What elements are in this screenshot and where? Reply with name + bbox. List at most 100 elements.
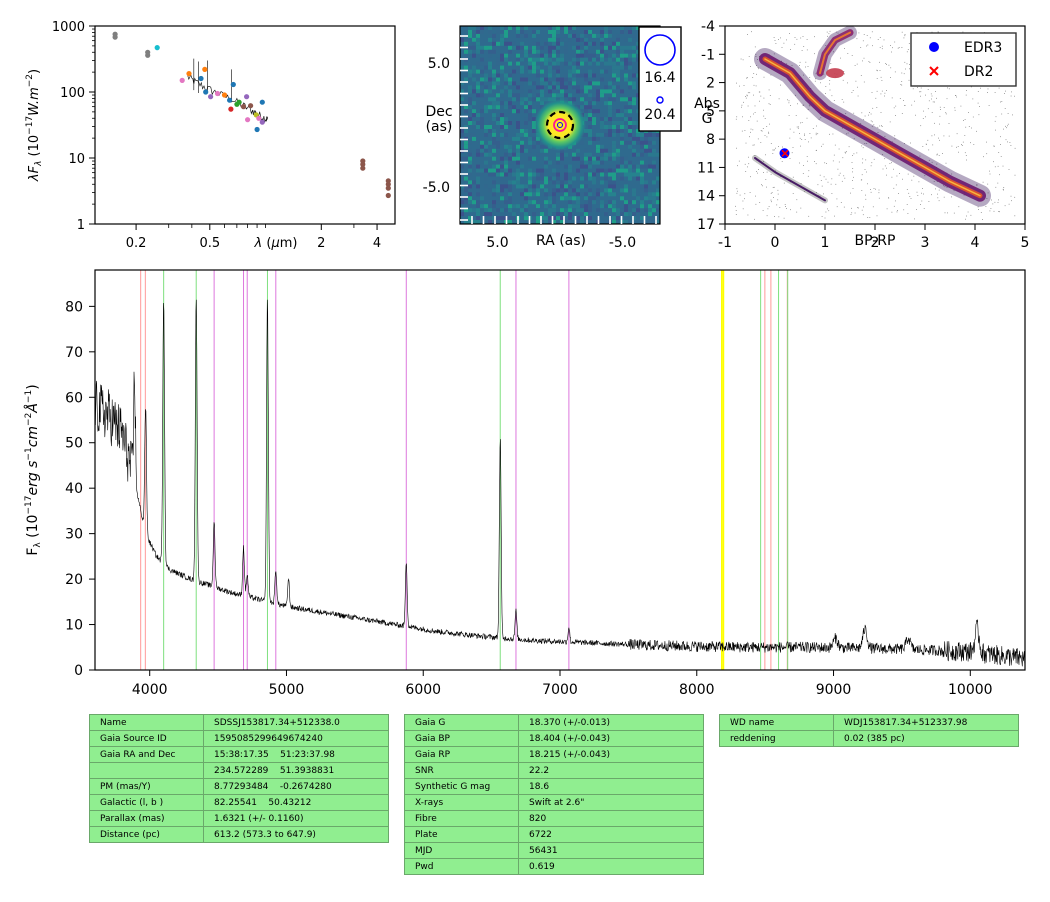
sky-noise-pixel (468, 164, 472, 169)
sed-point (248, 103, 254, 109)
hr-field-star (989, 173, 991, 175)
sky-noise-pixel (604, 125, 608, 129)
hr-field-star (862, 40, 864, 42)
hr-field-star (797, 127, 799, 129)
hr-field-star (863, 206, 864, 208)
hr-field-star (808, 141, 809, 143)
sed-point (240, 104, 247, 110)
hr-field-star (957, 146, 959, 147)
hr-field-star (991, 199, 992, 201)
hr-field-star (814, 53, 815, 55)
sky-noise-pixel (540, 61, 544, 66)
hr-field-star (789, 128, 791, 130)
sky-noise-pixel (472, 26, 476, 30)
sky-noise-pixel (612, 61, 616, 66)
sky-noise-pixel (524, 208, 528, 213)
sky-noise-pixel (488, 89, 492, 94)
image-xtick-label: -5.0 (609, 235, 636, 251)
hr-field-star (870, 113, 872, 115)
sky-noise-pixel (544, 180, 548, 185)
hr-field-star (735, 210, 737, 211)
hr-field-star (884, 158, 886, 160)
sky-noise-pixel (556, 188, 560, 193)
hr-field-star (1009, 142, 1011, 143)
hr-field-star (873, 158, 875, 160)
hr-field-star (770, 193, 772, 194)
sky-noise-pixel (464, 109, 468, 114)
sky-noise-pixel (504, 53, 508, 58)
hr-field-star (735, 118, 737, 120)
sky-noise-pixel (468, 121, 472, 125)
hr-field-star (829, 133, 830, 135)
sky-noise-pixel (500, 180, 504, 185)
sky-noise-pixel (528, 113, 532, 118)
table-row: Parallax (mas) 1.6321 (+/- 0.1160) (89, 810, 389, 827)
sky-noise-pixel (540, 101, 544, 106)
hr-field-star (942, 153, 943, 154)
table-row: Fibre 820 (404, 810, 704, 827)
sky-noise-pixel (552, 45, 556, 50)
sky-noise-pixel (516, 93, 520, 98)
spectrum-ytick-label: 50 (65, 436, 83, 452)
hr-field-star (936, 153, 938, 155)
sky-noise-pixel (548, 30, 552, 34)
hr-field-star (783, 217, 785, 219)
sky-noise-pixel (464, 140, 468, 145)
sky-noise-pixel (544, 220, 548, 224)
sky-noise-pixel (620, 172, 624, 177)
sky-noise-pixel (588, 172, 592, 177)
sky-noise-pixel (504, 85, 508, 90)
sky-noise-pixel (544, 53, 548, 58)
hr-field-star (867, 44, 869, 46)
sky-noise-pixel (560, 26, 564, 30)
sky-noise-pixel (592, 196, 596, 201)
sky-noise-pixel (568, 212, 572, 217)
sky-noise-pixel (604, 33, 608, 38)
sky-noise-pixel (520, 148, 524, 153)
sky-noise-pixel (616, 85, 620, 90)
sky-noise-pixel (620, 160, 624, 165)
hr-field-star (750, 131, 751, 133)
hr-field-star (825, 45, 827, 46)
sky-noise-pixel (480, 117, 484, 122)
sky-noise-pixel (552, 196, 556, 201)
sky-noise-pixel (524, 184, 528, 189)
sky-noise-pixel (512, 148, 516, 153)
hr-field-star (780, 37, 781, 39)
sky-noise-pixel (504, 152, 508, 157)
hr-field-star (1007, 113, 1009, 114)
sky-noise-pixel (564, 184, 568, 189)
sed-point (244, 94, 250, 100)
sky-noise-pixel (480, 140, 484, 145)
hr-field-star (857, 207, 859, 208)
sky-noise-pixel (600, 121, 604, 125)
sky-noise-pixel (460, 65, 464, 70)
sky-noise-pixel (656, 152, 660, 157)
sky-noise-pixel (616, 208, 620, 213)
hr-field-star (815, 150, 817, 151)
sky-noise-pixel (608, 77, 612, 82)
sky-noise-pixel (620, 65, 624, 70)
sky-noise-pixel (580, 57, 584, 62)
sky-noise-pixel (504, 160, 508, 165)
sky-noise-pixel (640, 144, 644, 149)
hr-field-star (851, 212, 853, 214)
sky-noise-pixel (540, 81, 544, 86)
sky-noise-pixel (588, 132, 592, 137)
hr-field-star (786, 39, 787, 41)
hr-field-star (878, 189, 880, 191)
hr-field-star (995, 186, 997, 188)
sky-noise-pixel (584, 129, 588, 133)
sky-noise-pixel (536, 168, 540, 173)
hr-field-star (842, 79, 844, 81)
sed-point (256, 115, 262, 121)
hr-field-star (871, 162, 873, 164)
hr-field-star (748, 163, 750, 165)
hr-field-star (758, 68, 759, 70)
sky-noise-pixel (580, 33, 584, 38)
sky-noise-pixel (588, 164, 592, 169)
sky-noise-pixel (628, 30, 632, 34)
table-key-cell: Pwd (404, 858, 519, 875)
hr-field-star (889, 121, 891, 123)
hr-field-star (935, 91, 936, 92)
